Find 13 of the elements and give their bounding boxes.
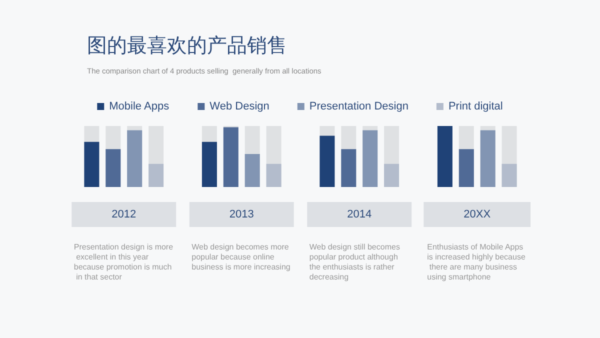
x-tick-label: 2012 [112, 208, 136, 220]
text: Web design still becomes popular product although the enthusiasts is rather decreasing [309, 242, 402, 282]
x-tick-label: 2013 [229, 208, 254, 220]
chart-title: 图的最喜欢的产品销售 [87, 33, 287, 57]
legend-label: Print digital [448, 100, 503, 112]
x-tick-label: 20XX [464, 208, 492, 220]
legend-label: Mobile Apps [109, 100, 170, 112]
legend-label: Web Design [210, 100, 270, 112]
legend-label: Presentation Design [309, 100, 408, 112]
text: Enthusiasts of Mobile Apps is increased highly because there are many business using smartphone [427, 242, 526, 282]
text: Web design becomes more popular because online business is more increasing [192, 242, 292, 272]
text: Presentation design is more excellent in this year because promotion is much in that sector [74, 242, 174, 282]
x-tick-label: 2014 [347, 208, 372, 220]
